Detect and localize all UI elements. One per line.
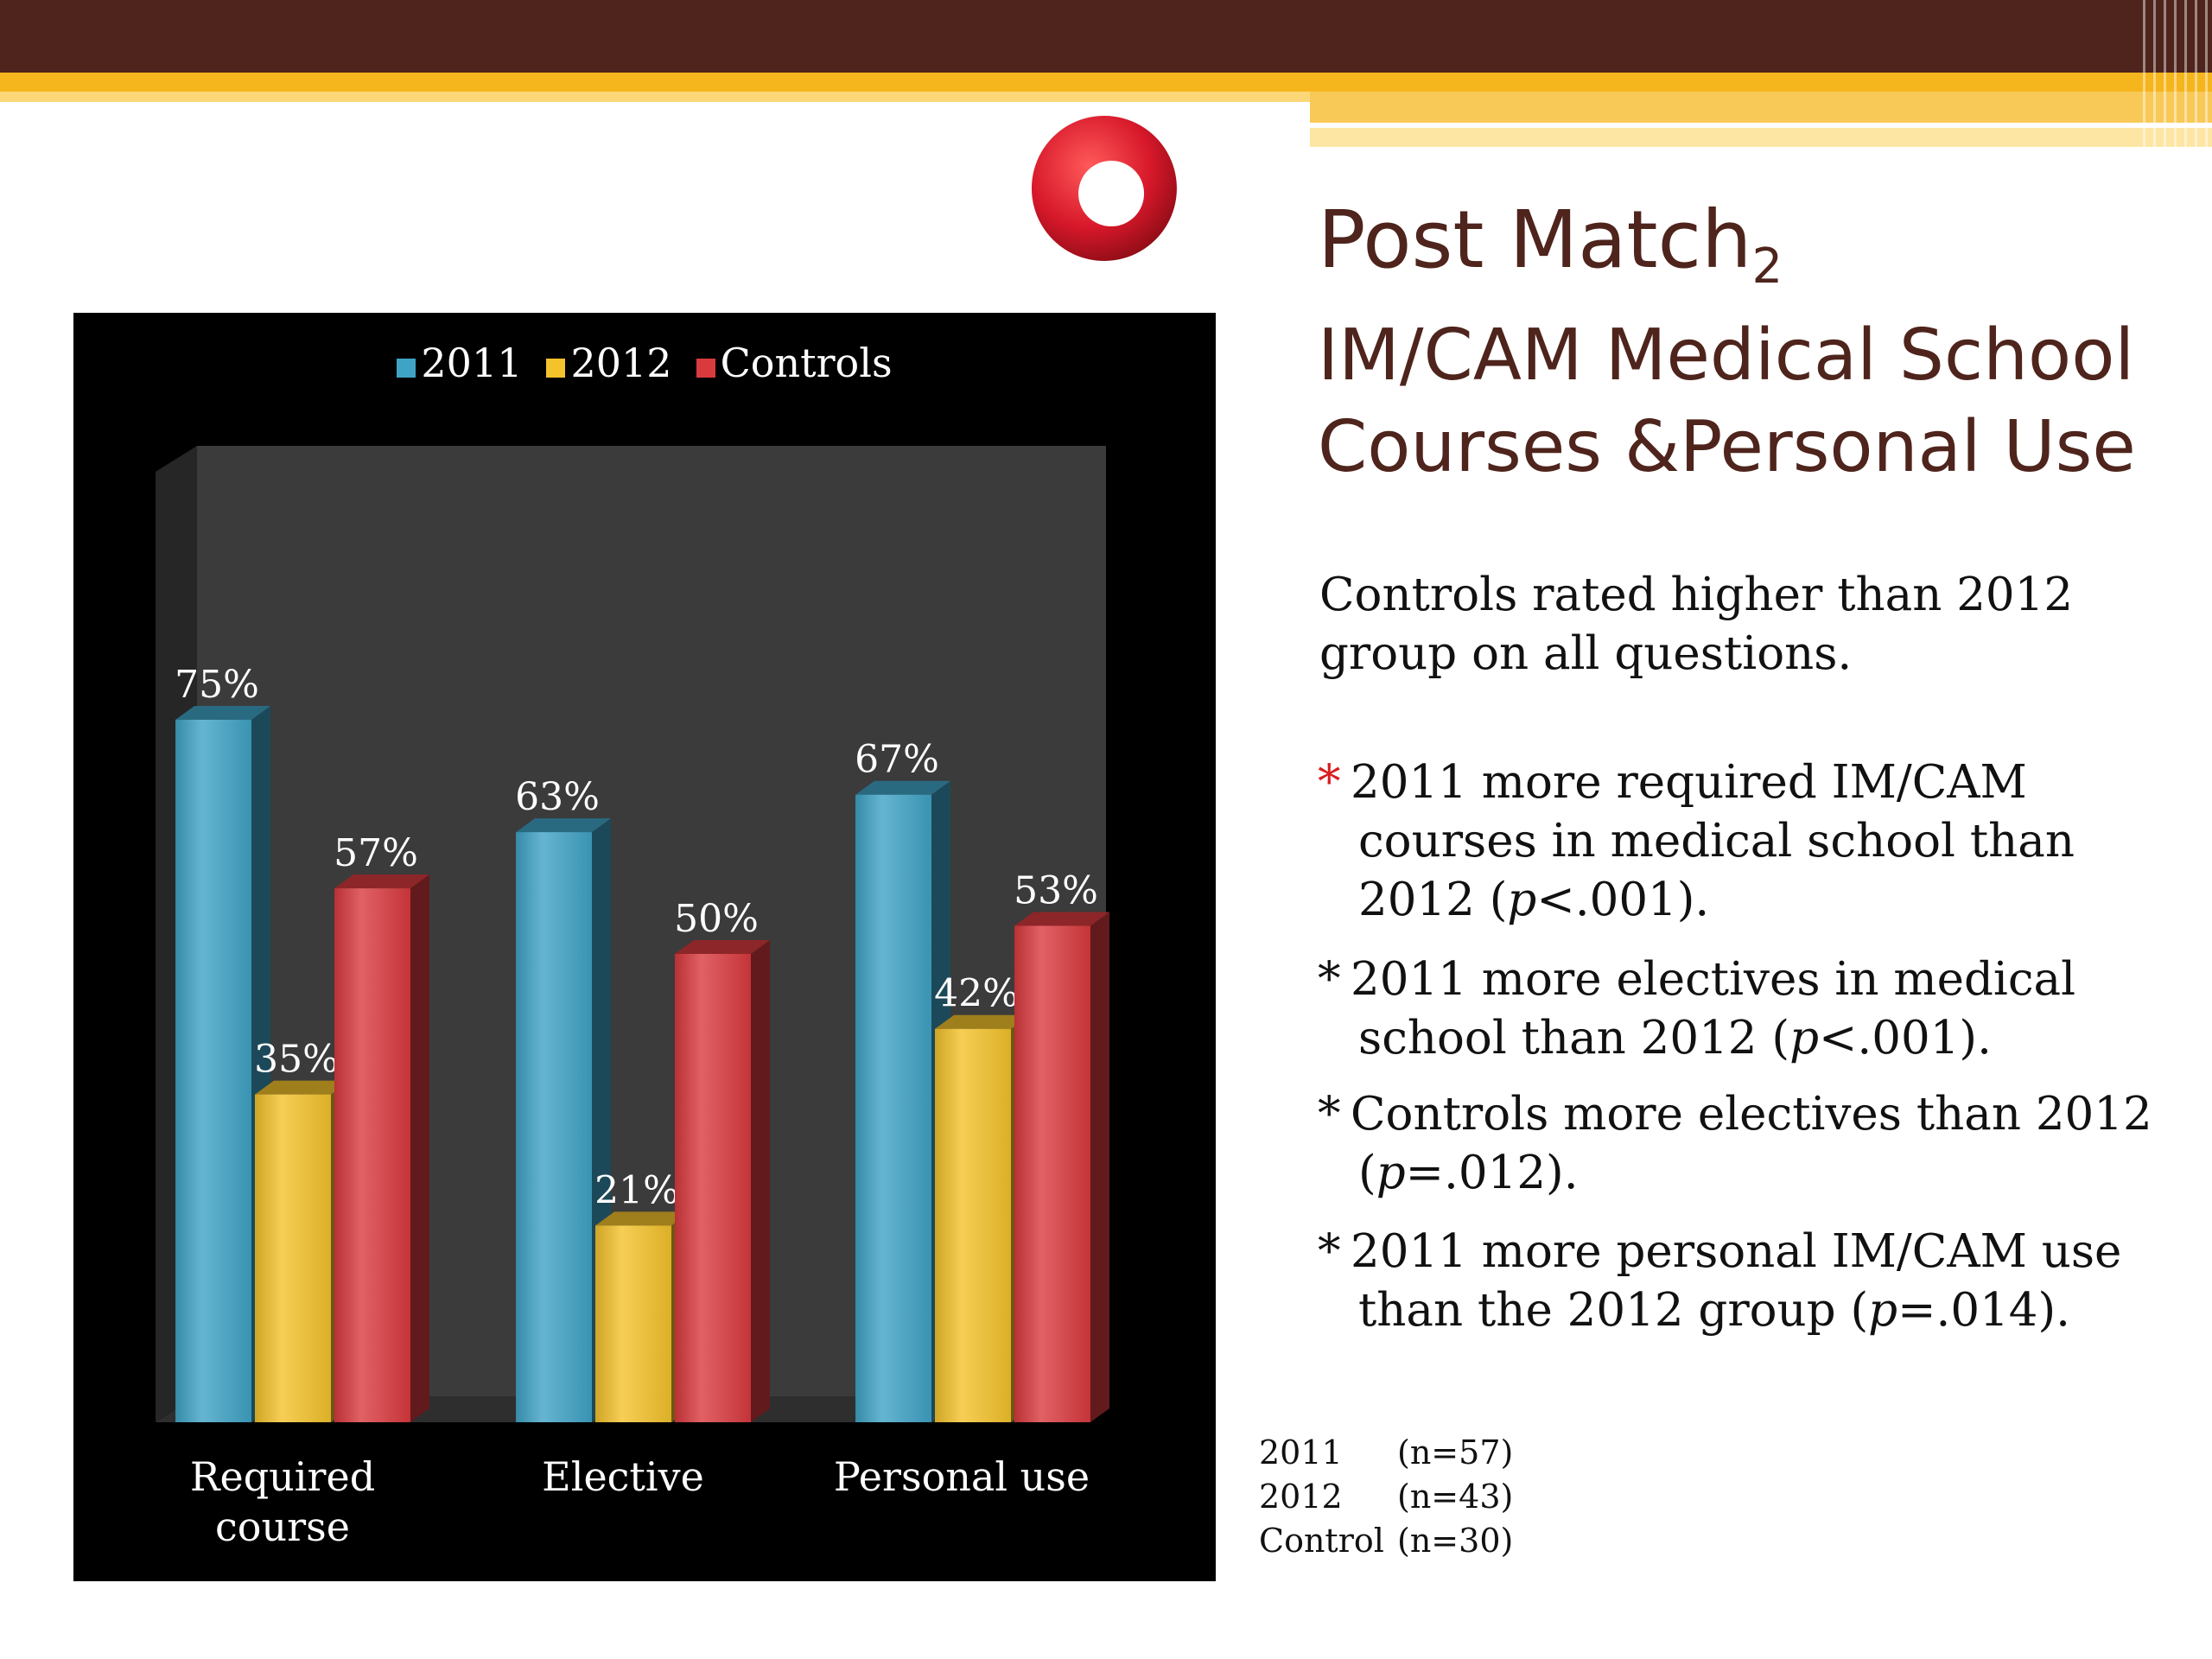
bar-top-2011 (175, 706, 270, 720)
bar-value-label: 50% (674, 897, 759, 941)
category-label: Personal use (834, 1453, 1090, 1500)
bullet-line: school than 2012 (p<.001). (1358, 1012, 1992, 1065)
sample-size-table: 2011 (n=57) 2012 (n=43) Control (n=30) (1259, 1431, 1513, 1563)
bar-value-label: 63% (515, 775, 600, 819)
bar-value-label: 42% (934, 972, 1019, 1016)
asterisk-marker: * (1318, 1088, 1341, 1141)
bar-2012 (255, 1094, 331, 1422)
gold-stripe-pale (1310, 128, 2212, 147)
asterisk-marker: * (1318, 756, 1341, 809)
bar-side-controls (751, 940, 770, 1422)
legend-swatch (546, 359, 566, 378)
bar-top-2011 (855, 780, 950, 795)
bar-value-label: 75% (175, 663, 259, 707)
slide-title-block: Post Match2 IM/CAM Medical School Course… (1318, 197, 2182, 493)
asterisk-marker: * (1318, 953, 1341, 1006)
bullet-required-courses: * 2011 more required IM/CAM courses in m… (1318, 753, 2190, 930)
bullet-line: (p=.012). (1358, 1147, 1579, 1199)
title-subscript: 2 (1751, 238, 1783, 295)
legend-swatch (696, 359, 715, 378)
bar-controls (334, 888, 410, 1422)
bar-value-label: 21% (594, 1168, 679, 1212)
bar-top-2011 (516, 818, 611, 833)
group-n: (n=57) (1397, 1433, 1514, 1471)
bullet-electives: * 2011 more electives in medical school … (1318, 950, 2190, 1068)
asterisk-marker: * (1318, 1225, 1341, 1278)
bar-value-label: 57% (334, 831, 418, 875)
bullet-line: 2011 more personal IM/CAM use (1351, 1225, 2122, 1278)
legend-item: 2011 (397, 339, 522, 387)
sample-size-row: 2012 (n=43) (1259, 1475, 1513, 1519)
bar-top-2012 (595, 1211, 690, 1226)
bullet-controls-electives: * Controls more electives than 2012 (p=.… (1318, 1085, 2190, 1203)
group-n: (n=30) (1397, 1522, 1514, 1560)
sample-size-row: 2011 (n=57) (1259, 1431, 1513, 1475)
legend-swatch (397, 359, 416, 378)
bullet-line: 2011 more required IM/CAM (1351, 756, 2027, 809)
category-label: Elective (542, 1453, 704, 1500)
sample-size-row: Control (n=30) (1259, 1519, 1513, 1563)
summary-text: Controls rated higher than 2012 group on… (1319, 569, 2074, 680)
bullet-personal-use: * 2011 more personal IM/CAM use than the… (1318, 1223, 2190, 1340)
banner-line-decoration (2143, 0, 2212, 151)
bar-top-controls (1014, 912, 1109, 926)
bullet-line: courses in medical school than (1358, 815, 2075, 868)
top-banner (0, 0, 2212, 73)
bar-2011 (516, 832, 592, 1422)
bar-side-controls (410, 874, 429, 1422)
bar-top-controls (334, 874, 429, 889)
bullet-line: than the 2012 group (p=.014). (1358, 1284, 2071, 1337)
bar-top-2012 (255, 1080, 350, 1095)
group-n: (n=43) (1397, 1478, 1514, 1516)
bar-2012 (595, 1225, 671, 1422)
bar-side-controls (1090, 912, 1109, 1422)
group-label: 2011 (1259, 1433, 1343, 1471)
slide-title: Post Match2 (1318, 194, 1783, 296)
gold-stripe (0, 73, 2212, 92)
slide-subtitle-line2: Courses &Personal Use (1318, 406, 2136, 488)
bullet-line: 2011 more electives in medical (1351, 953, 2076, 1006)
bullet-line: Controls more electives than 2012 (1351, 1088, 2152, 1141)
bar-chart: 2011 2012 Controls 75% 35% 57% 63% 21% 50% 67% 42… (73, 313, 1216, 1581)
group-label: Control (1259, 1522, 1384, 1560)
chart-plot: 75% 35% 57% 63% 21% 50% 67% 42% 53% Required cours… (156, 446, 1109, 1550)
legend-label: Controls (720, 340, 893, 386)
category-label: Required course (190, 1453, 375, 1550)
bar-2012 (935, 1028, 1011, 1422)
group-label: 2012 (1259, 1478, 1343, 1516)
bar-value-label: 35% (254, 1038, 339, 1082)
bar-2011 (855, 794, 931, 1422)
gold-stripe-right (1310, 92, 2212, 123)
legend-label: 2011 (421, 340, 523, 386)
red-ring-logo (1031, 116, 1177, 261)
bar-value-label: 53% (1014, 868, 1098, 912)
bar-value-label: 67% (855, 738, 939, 782)
legend-label: 2012 (570, 340, 672, 386)
bar-top-2012 (935, 1014, 1030, 1029)
gold-stripe-light (0, 92, 1310, 102)
legend-item: 2012 (546, 339, 672, 387)
bar-top-controls (675, 940, 770, 954)
bar-controls (675, 954, 751, 1422)
bar-controls (1014, 925, 1090, 1422)
slide-subtitle-line1: IM/CAM Medical School (1318, 315, 2135, 397)
legend-item: Controls (696, 339, 893, 387)
bullet-line: 2012 (p<.001). (1358, 874, 1710, 926)
bar-2011 (175, 720, 251, 1422)
chart-legend: 2011 2012 Controls (73, 339, 1216, 387)
